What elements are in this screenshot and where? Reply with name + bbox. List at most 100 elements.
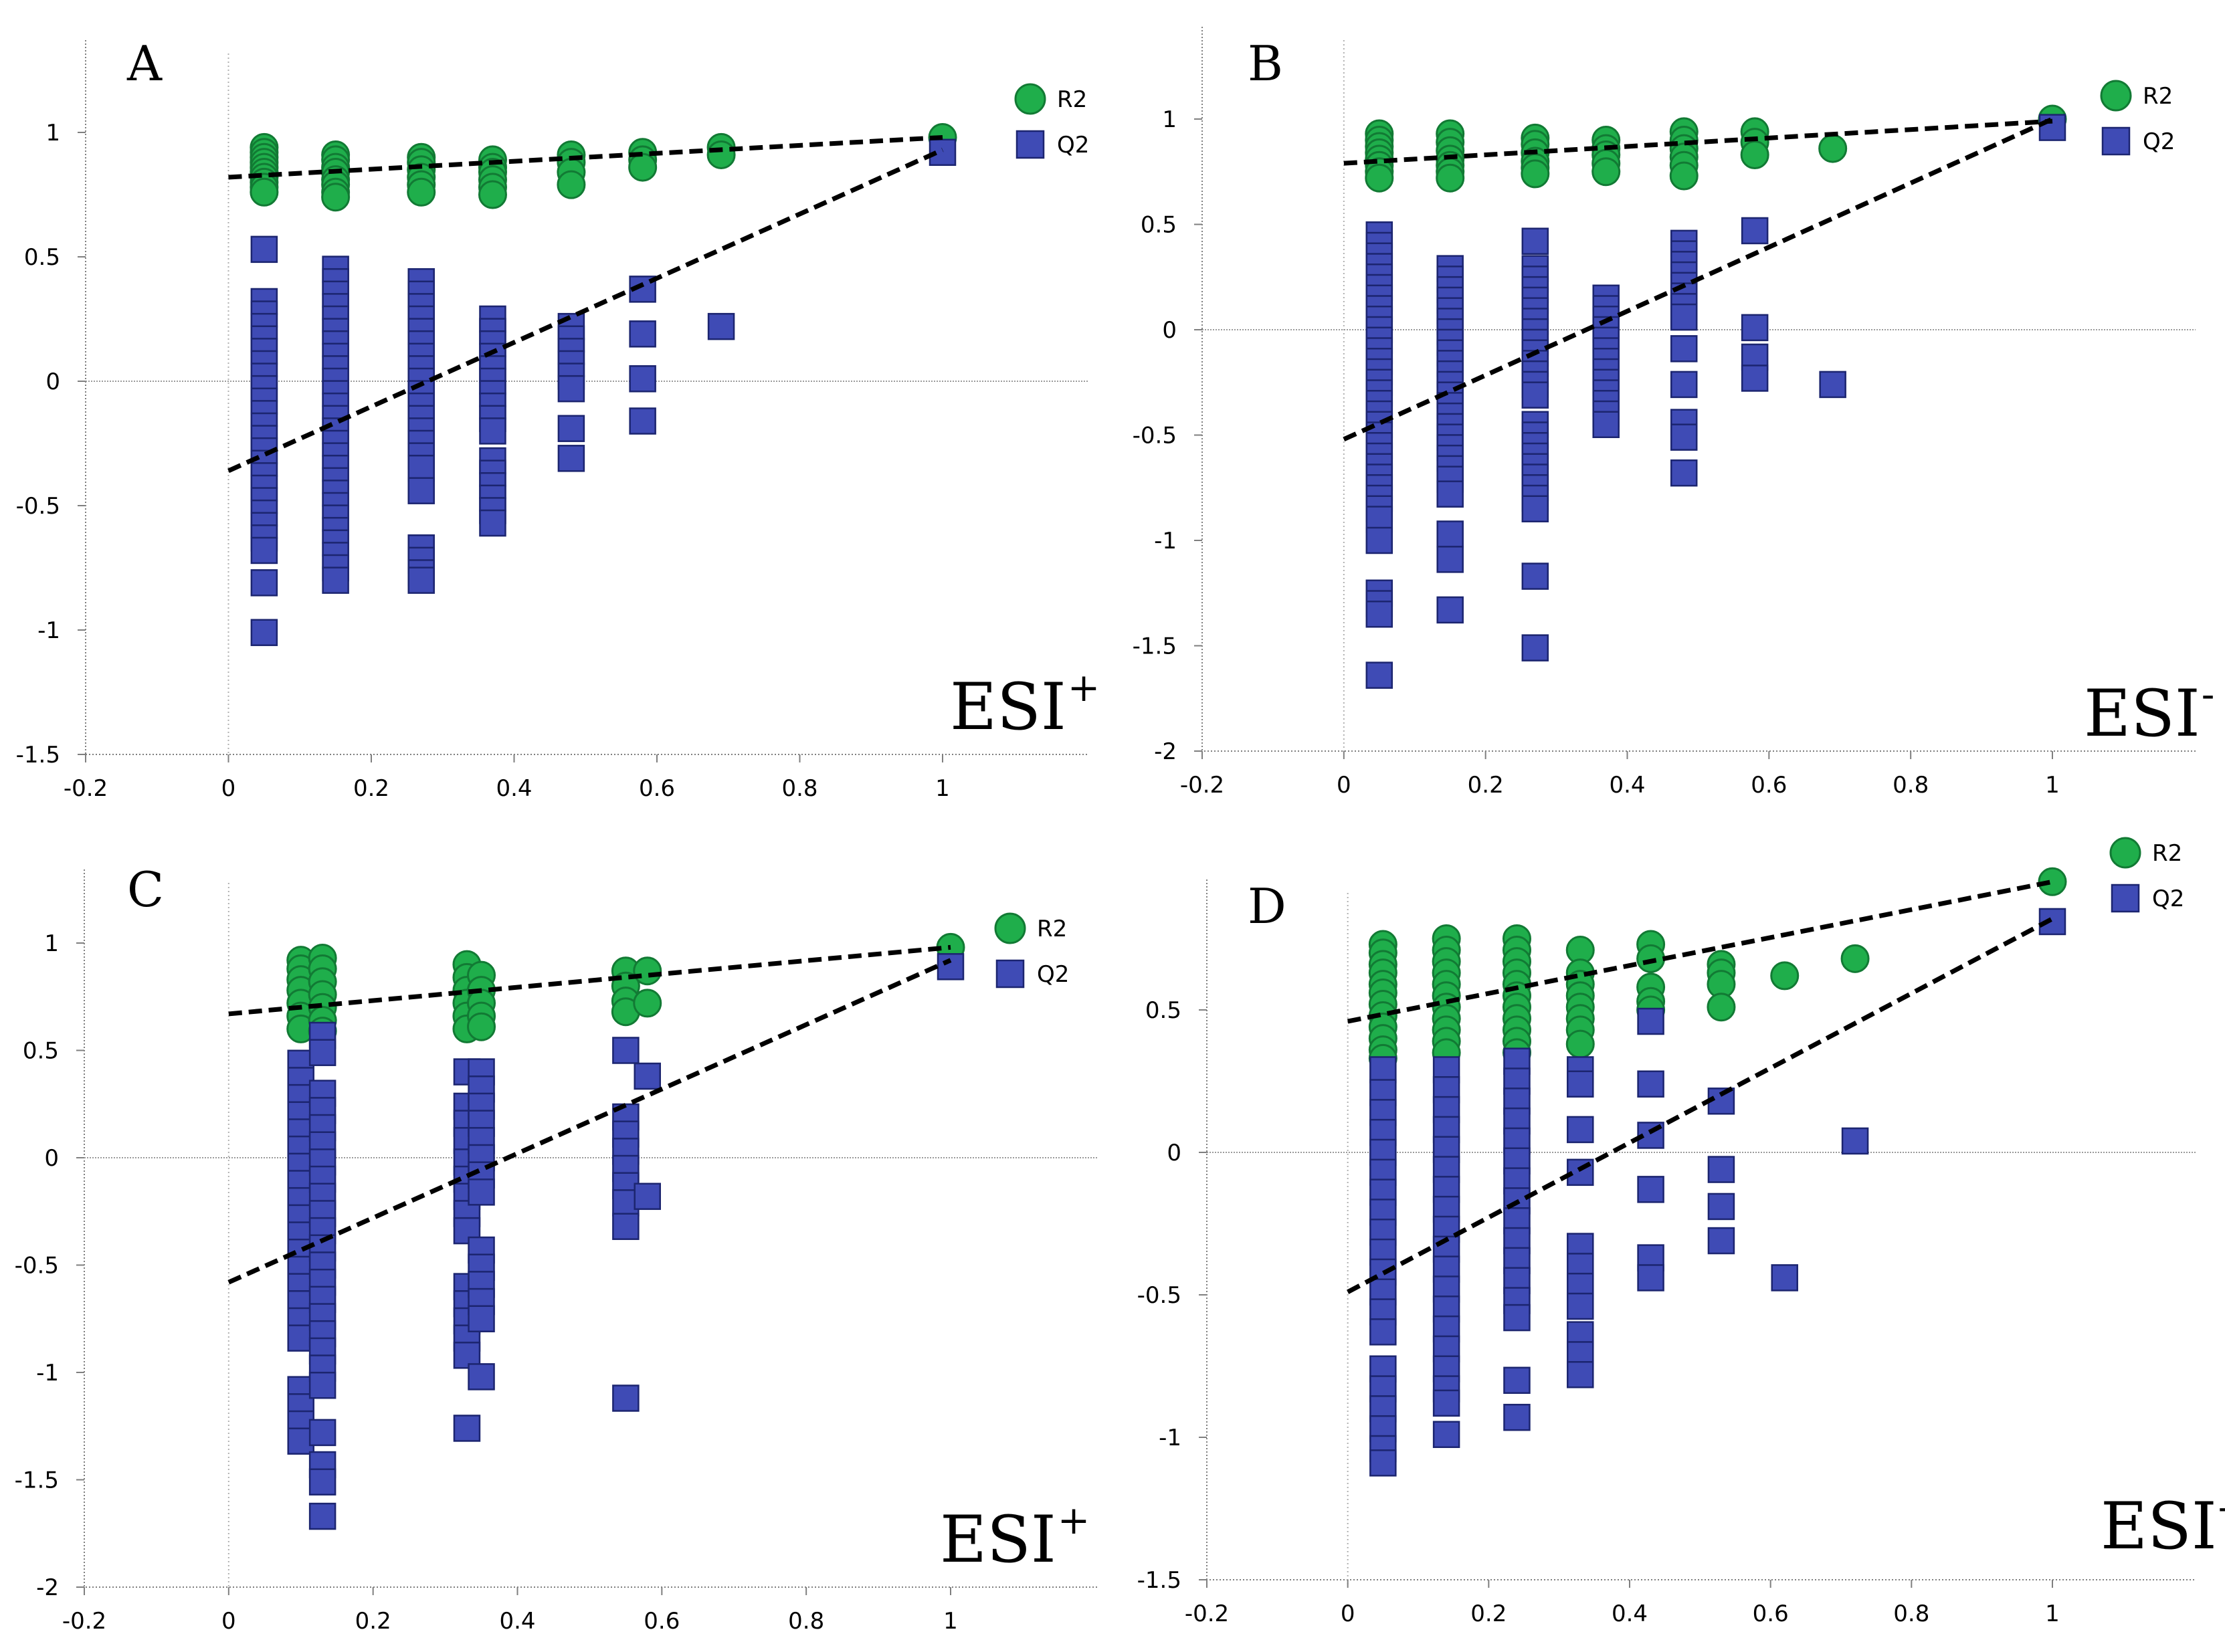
q2-point bbox=[1436, 596, 1464, 624]
r2-point bbox=[1436, 163, 1465, 193]
legend-q2-label: Q2 bbox=[2152, 886, 2184, 912]
x-tick-label-0p4: 0.4 bbox=[1609, 772, 1645, 799]
x-tick-label-0: 0 bbox=[1341, 1601, 1355, 1627]
q2-point bbox=[250, 235, 278, 264]
x-tick-label-1: 1 bbox=[2045, 1601, 2060, 1627]
q2-point bbox=[1365, 661, 1393, 689]
r2-point bbox=[1591, 157, 1621, 187]
r2-point bbox=[1669, 161, 1699, 191]
series-q2 bbox=[250, 138, 957, 646]
q2-point bbox=[634, 1182, 661, 1211]
x-tick-label-0p6: 0.6 bbox=[1751, 772, 1787, 799]
r2-point bbox=[1565, 1029, 1595, 1059]
q2-point bbox=[1637, 1264, 1664, 1292]
x-tick-label-1: 1 bbox=[935, 775, 950, 802]
q2-point bbox=[453, 1415, 481, 1442]
x-tick-label-0p6: 0.6 bbox=[1753, 1601, 1789, 1627]
legend: R2 Q2 bbox=[2100, 80, 2175, 156]
q2-point bbox=[1521, 381, 1549, 409]
r2-point bbox=[250, 177, 279, 207]
legend-r2-marker bbox=[2109, 837, 2141, 869]
y-tick-label-0: 0 bbox=[1162, 317, 1177, 344]
panel-b: -2 -1.5 -1 -0.5 0 0.5 1 -0.2 0 0.2 0.4 0.6 0.8 1 R2 Q2 B… bbox=[1133, 27, 2215, 799]
r2-point bbox=[2038, 867, 2067, 896]
x-tick-label-neg0p2: -0.2 bbox=[64, 775, 108, 802]
series-r2 bbox=[250, 122, 957, 212]
q2-point bbox=[322, 566, 349, 594]
y-tick-label-neg1: -1 bbox=[1159, 1425, 1181, 1451]
q2-point bbox=[1637, 1176, 1664, 1203]
q2-point bbox=[1436, 546, 1464, 573]
x-tick-label-0p4: 0.4 bbox=[499, 1608, 535, 1635]
q2-point bbox=[634, 1062, 661, 1090]
q2-point bbox=[1432, 1389, 1460, 1417]
r2-point bbox=[1365, 163, 1394, 193]
x-tick-label-0: 0 bbox=[221, 775, 236, 802]
q2-point bbox=[557, 445, 585, 472]
r2-point bbox=[1818, 134, 1848, 163]
q2-point bbox=[612, 1384, 640, 1412]
legend-r2-marker bbox=[994, 912, 1026, 944]
legend-r2-label: R2 bbox=[1037, 916, 1067, 942]
esi-superscript: - bbox=[2218, 1484, 2225, 1530]
legend-q2-marker bbox=[2101, 126, 2131, 156]
legend-q2-label: Q2 bbox=[2143, 128, 2175, 155]
q2-point bbox=[1637, 1007, 1664, 1035]
q2-point bbox=[1369, 1449, 1397, 1477]
series-r2 bbox=[1365, 104, 2067, 193]
legend-q2-label: Q2 bbox=[1057, 132, 1089, 159]
r2-point bbox=[1707, 993, 1736, 1022]
q2-point bbox=[308, 1502, 336, 1530]
q2-point bbox=[1841, 1127, 1869, 1155]
y-tick-label-neg1p5: -1.5 bbox=[16, 742, 60, 768]
x-tick-label-0p2: 0.2 bbox=[1470, 1601, 1507, 1627]
x-tick-label-0p4: 0.4 bbox=[496, 775, 532, 802]
q2-point bbox=[1771, 1264, 1798, 1292]
x-tick-label-neg0p2: -0.2 bbox=[62, 1608, 106, 1635]
y-tick-label-neg1p5: -1.5 bbox=[1133, 633, 1177, 660]
q2-point bbox=[468, 1363, 495, 1390]
y-tick-label-0: 0 bbox=[1167, 1140, 1181, 1166]
q2-point bbox=[1432, 1421, 1460, 1448]
x-tick-label-0p2: 0.2 bbox=[353, 775, 389, 802]
panel-d: -1.5 -1 -0.5 0 0.5 -0.2 0 0.2 0.4 0.6 0.8 1 R2 Q2 D ESI… bbox=[1137, 837, 2225, 1627]
q2-point bbox=[1436, 520, 1464, 548]
panel-a: -1.5 -1 -0.5 0 0.5 1 -0.2 0 0.2 0.4 0.6 0.8 1 R2 Q2 A ES… bbox=[16, 35, 1100, 802]
r2-point bbox=[1740, 140, 1769, 170]
y-tick-label-neg1: -1 bbox=[37, 617, 60, 644]
y-tick-label-neg1p5: -1.5 bbox=[15, 1467, 59, 1494]
y-tick-label-0p5: 0.5 bbox=[1141, 212, 1177, 239]
q2-point bbox=[1741, 314, 1769, 342]
series-q2 bbox=[1369, 908, 2066, 1477]
x-tick-label-0p2: 0.2 bbox=[1468, 772, 1504, 799]
q2-point bbox=[1707, 1227, 1735, 1255]
esi-annotation: ESI bbox=[2101, 1489, 2217, 1564]
y-tick-label-1: 1 bbox=[45, 120, 60, 146]
r2-point bbox=[633, 956, 662, 986]
q2-point bbox=[468, 1305, 495, 1332]
panel-letter: C bbox=[127, 861, 164, 918]
panel-letter: B bbox=[1248, 35, 1283, 92]
y-tick-label-0p5: 0.5 bbox=[24, 244, 60, 271]
regression-line-r2 bbox=[1343, 118, 2053, 166]
panel-letter: A bbox=[126, 35, 163, 92]
x-tick-label-0p6: 0.6 bbox=[639, 775, 675, 802]
q2-point bbox=[1819, 371, 1846, 399]
esi-superscript: - bbox=[2202, 672, 2215, 717]
q2-point bbox=[1503, 1403, 1531, 1431]
y-tick-label-neg0p5: -0.5 bbox=[16, 493, 60, 520]
r2-point bbox=[1840, 944, 1870, 973]
regression-line-q2 bbox=[1347, 916, 2054, 1294]
q2-point bbox=[1521, 562, 1549, 590]
legend-r2-label: R2 bbox=[2143, 83, 2173, 110]
q2-point bbox=[1670, 459, 1698, 487]
q2-point bbox=[1365, 601, 1393, 628]
regression-line-q2 bbox=[227, 147, 944, 474]
q2-point bbox=[1521, 227, 1549, 255]
r2-point bbox=[321, 183, 351, 212]
esi-superscript: + bbox=[1058, 1498, 1090, 1543]
x-tick-label-0p8: 0.8 bbox=[1893, 772, 1929, 799]
r2-point bbox=[478, 180, 507, 209]
q2-point bbox=[479, 417, 506, 445]
